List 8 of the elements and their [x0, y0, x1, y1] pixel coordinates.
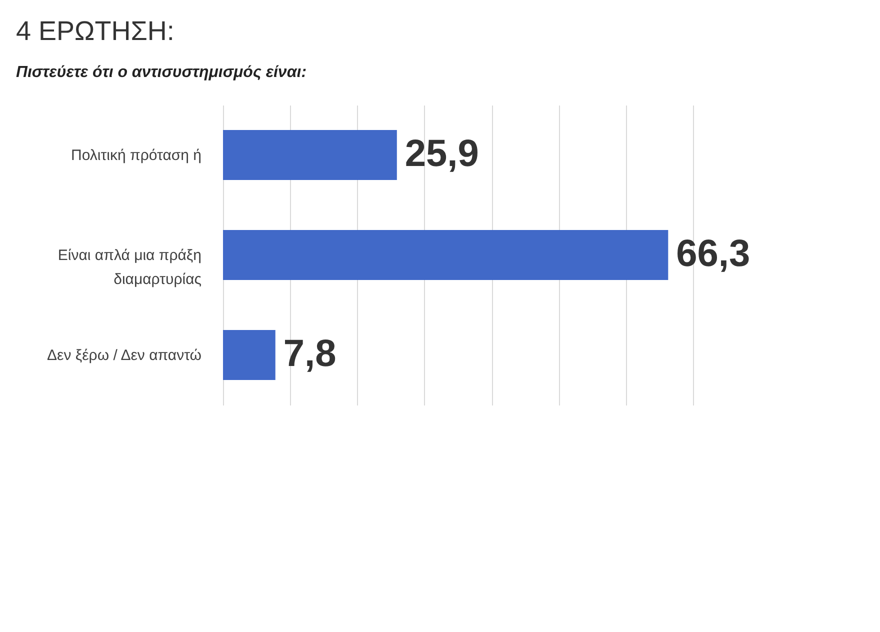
y-tick-label: Πολιτική πρόταση ή — [71, 147, 202, 164]
data-label: 25,9 — [404, 133, 479, 175]
data-label: 7,8 — [283, 333, 336, 375]
chart-title: 4 ΕΡΩΤΗΣΗ: — [16, 16, 174, 47]
y-tick-label: Είναι απλά μια πράξη διαμαρτυρίας — [58, 247, 202, 288]
data-label: 66,3 — [676, 233, 750, 275]
chart-subtitle: Πιστεύετε ότι ο αντισυστημισμός είναι: — [16, 64, 307, 82]
y-tick-label: Δεν ξέρω / Δεν απαντώ — [47, 347, 202, 364]
